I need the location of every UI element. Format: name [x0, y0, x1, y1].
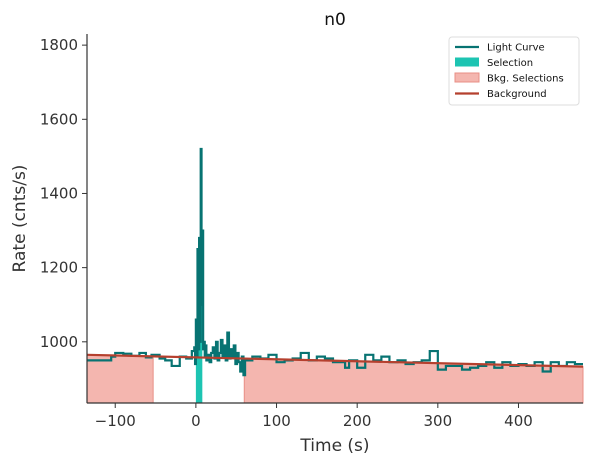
legend-entry-label: Light Curve	[487, 43, 545, 54]
y-tick-label: 1000	[40, 333, 78, 351]
legend-bkg-selections-swatch	[454, 72, 480, 83]
legend-selection-swatch	[455, 57, 479, 67]
x-tick-label: 400	[504, 412, 533, 430]
axes: −100 0 100 200 300 400 1000 1200 1400 1600 1800	[40, 34, 583, 430]
x-tick-label: 100	[262, 412, 291, 430]
x-tick-label: −100	[95, 412, 136, 430]
y-tick-label: 1800	[40, 36, 78, 54]
chart-title: n0	[324, 10, 346, 30]
light-curve-line	[87, 147, 583, 377]
bkg-selection-region-1	[86, 354, 154, 404]
y-tick-label: 1400	[40, 184, 78, 202]
legend: Light Curve Selection Bkg. Selections Backg…	[448, 36, 580, 106]
legend-box	[448, 36, 580, 106]
legend-entry-label: Selection	[487, 58, 533, 69]
y-tick-label: 1600	[40, 110, 78, 128]
series-layer	[86, 147, 584, 377]
x-tick-label: 300	[424, 412, 453, 430]
legend-entry-label: Bkg. Selections	[487, 74, 564, 85]
x-tick-label: 0	[191, 412, 201, 430]
y-axis-label: Rate (cnts/s)	[10, 165, 30, 273]
legend-entry-label: Background	[487, 89, 547, 100]
y-tick-label: 1200	[40, 259, 78, 277]
background-line	[86, 353, 584, 368]
x-axis-label: Time (s)	[299, 436, 369, 456]
x-tick-label: 200	[343, 412, 372, 430]
